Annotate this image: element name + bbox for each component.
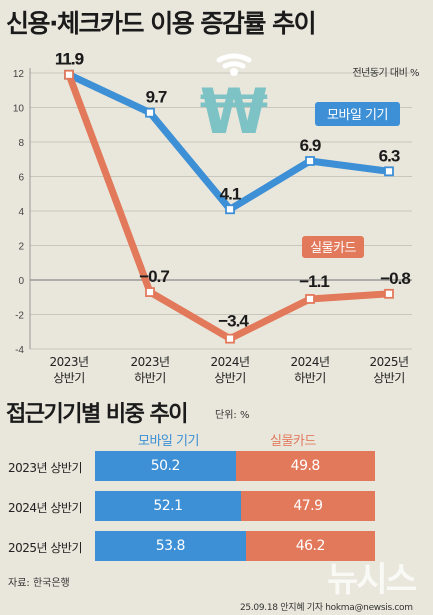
data-label: 6.3 <box>379 146 400 165</box>
chart-series: 11.99.74.16.96.311.9−0.7−3.4−1.1 −0.8 <box>55 50 411 344</box>
x-tick-label: 상반기 <box>53 371 85 385</box>
bar-segment-card: 47.9 <box>240 491 375 521</box>
y-tick-label: -4 <box>15 345 24 356</box>
x-tick-label: 2023년 <box>49 355 88 369</box>
chart-grid <box>29 68 412 350</box>
legend-label: 실물카드 <box>310 241 356 256</box>
svg-text:₩: ₩ <box>200 75 268 148</box>
stacked-bar: 53.8 46.2 <box>95 531 375 561</box>
newsis-watermark: 뉴시스 <box>327 560 417 600</box>
data-point-marker <box>305 294 315 304</box>
x-tick-label: 2023년 <box>130 355 169 369</box>
y-tick-label: 8 <box>18 138 24 149</box>
data-point-marker <box>225 204 235 215</box>
x-tick-label: 상반기 <box>214 371 246 385</box>
legend-tag <box>302 236 364 258</box>
x-tick-label: 상반기 <box>373 371 405 385</box>
bar-segment-mobile: 52.1 <box>95 491 241 521</box>
column-head-card: 실물카드 <box>270 434 316 449</box>
data-label: −1.1 <box>299 272 329 291</box>
y-tick-label: 4 <box>18 207 24 218</box>
x-tick-label: 하반기 <box>294 371 326 385</box>
data-point-marker <box>225 333 235 344</box>
data-point-marker <box>145 107 155 118</box>
y-tick-label: -2 <box>15 311 24 322</box>
data-point-marker <box>384 166 394 177</box>
stacked-bar: 50.2 49.8 <box>95 451 375 481</box>
section-title: 접근기기별 비중 추이 <box>6 402 188 427</box>
data-point-marker <box>64 69 74 80</box>
column-head-mobile: 모바일 기기 <box>138 434 199 449</box>
data-label: −0.8 <box>380 269 410 288</box>
data-point-marker <box>305 156 315 166</box>
data-label: 4.1 <box>220 184 241 203</box>
y-tick-label: 6 <box>18 173 24 184</box>
bar-segment-mobile: 50.2 <box>95 451 236 481</box>
unit-note: 전년동기 대비 % <box>352 68 419 79</box>
row-label: 2025년 상반기 <box>8 541 83 555</box>
x-tick-label: 하반기 <box>134 371 166 385</box>
won-wifi-icon: ₩ <box>200 53 268 148</box>
data-label: 11.9 <box>55 50 84 69</box>
y-tick-label: 12 <box>13 69 25 80</box>
bar-segment-card: 49.8 <box>235 451 375 481</box>
data-point-marker <box>384 288 394 299</box>
y-tick-label: 2 <box>18 242 24 253</box>
section-unit: 단위: % <box>215 410 250 421</box>
source-note: 자료: 한국은행 <box>8 578 70 589</box>
x-tick-label: 2025년 <box>369 355 408 369</box>
y-axis-ticks: -4 -2 0 2 4 6 8 10 12 <box>13 69 25 356</box>
x-tick-label: 2024년 <box>290 355 329 369</box>
bar-segment-card: 46.2 <box>245 531 375 561</box>
page-title: 신용·체크카드 이용 증감률 추이 <box>6 9 317 38</box>
data-label: 9.7 <box>146 88 167 107</box>
row-label: 2023년 상반기 <box>8 461 83 475</box>
y-tick-label: 0 <box>18 276 24 287</box>
row-label: 2024년 상반기 <box>8 501 83 515</box>
data-label: 11.9 <box>55 50 84 69</box>
legend-tag <box>315 102 400 126</box>
stacked-bar: 52.1 47.9 <box>95 491 375 521</box>
bar-segment-mobile: 53.8 <box>95 531 246 561</box>
x-tick-label: 2024년 <box>210 355 249 369</box>
legend-label: 모바일 기기 <box>327 108 388 123</box>
y-tick-label: 10 <box>13 104 25 115</box>
credit-line: 25.09.18 안지혜 기자 hokma@newsis.com <box>240 603 413 613</box>
data-label: −0.7 <box>139 267 169 286</box>
data-label: 6.9 <box>300 136 321 155</box>
data-point-marker <box>145 287 155 297</box>
data-label: −3.4 <box>218 312 249 331</box>
